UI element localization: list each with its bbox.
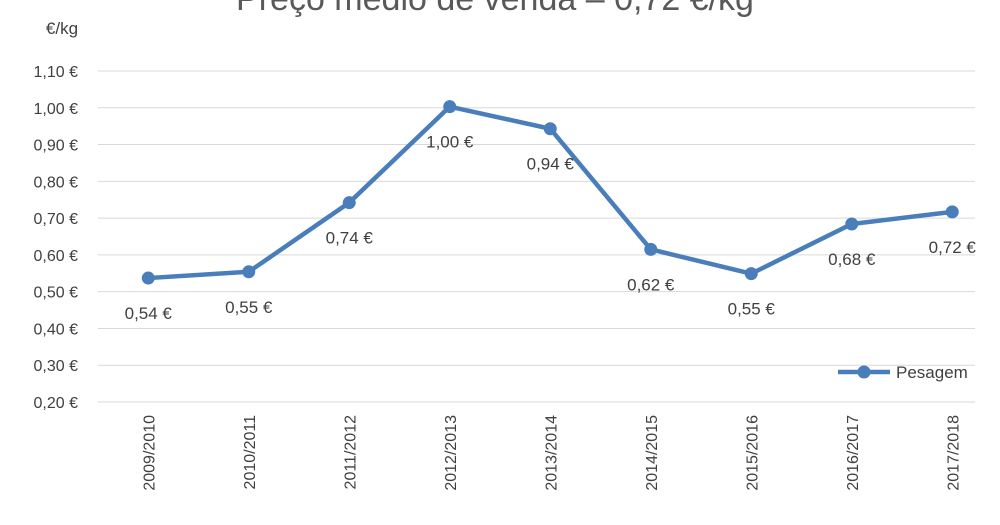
data-label: 0,55 € [225,298,273,317]
x-tick-label: 2017/2018 [945,415,962,491]
x-tick-label: 2010/2011 [242,415,259,490]
data-label: 1,00 € [426,133,474,152]
y-axis-label: €/kg [46,19,78,38]
y-tick-label: 0,20 € [34,395,79,412]
chart-title: Preço médio de venda – 0,72 €/kg [236,0,754,18]
legend-label: Pesagem [896,363,968,382]
data-label: 0,94 € [527,155,575,174]
data-label: 0,72 € [929,238,977,257]
marker [242,265,256,279]
x-tick-label: 2012/2013 [443,415,460,491]
data-label: 0,62 € [627,275,675,294]
marker [443,100,457,114]
data-label: 0,55 € [728,300,776,319]
x-tick-label: 2014/2015 [644,415,661,491]
marker [141,271,155,285]
x-tick-label: 2015/2016 [744,415,761,491]
marker [744,267,758,281]
y-tick-label: 1,00 € [34,101,79,118]
data-label: 0,54 € [125,304,173,323]
data-label: 0,74 € [326,229,374,248]
data-label: 0,68 € [828,250,876,269]
y-tick-label: 0,60 € [34,248,79,265]
marker [845,217,859,231]
x-tick-label: 2009/2010 [141,415,158,491]
x-tick-label: 2011/2012 [342,415,359,490]
y-tick-label: 0,80 € [34,174,79,191]
marker [644,242,658,256]
y-tick-label: 0,50 € [34,285,79,302]
y-tick-label: 0,90 € [34,138,79,155]
marker [945,205,959,219]
x-tick-label: 2016/2017 [845,415,862,491]
y-tick-label: 1,10 € [34,64,79,81]
x-tick-label: 2013/2014 [543,415,560,491]
marker [543,122,557,136]
y-tick-label: 0,70 € [34,211,79,228]
y-tick-label: 0,40 € [34,321,79,338]
legend-marker [857,365,871,379]
y-tick-label: 0,30 € [34,358,79,375]
marker [342,196,356,210]
